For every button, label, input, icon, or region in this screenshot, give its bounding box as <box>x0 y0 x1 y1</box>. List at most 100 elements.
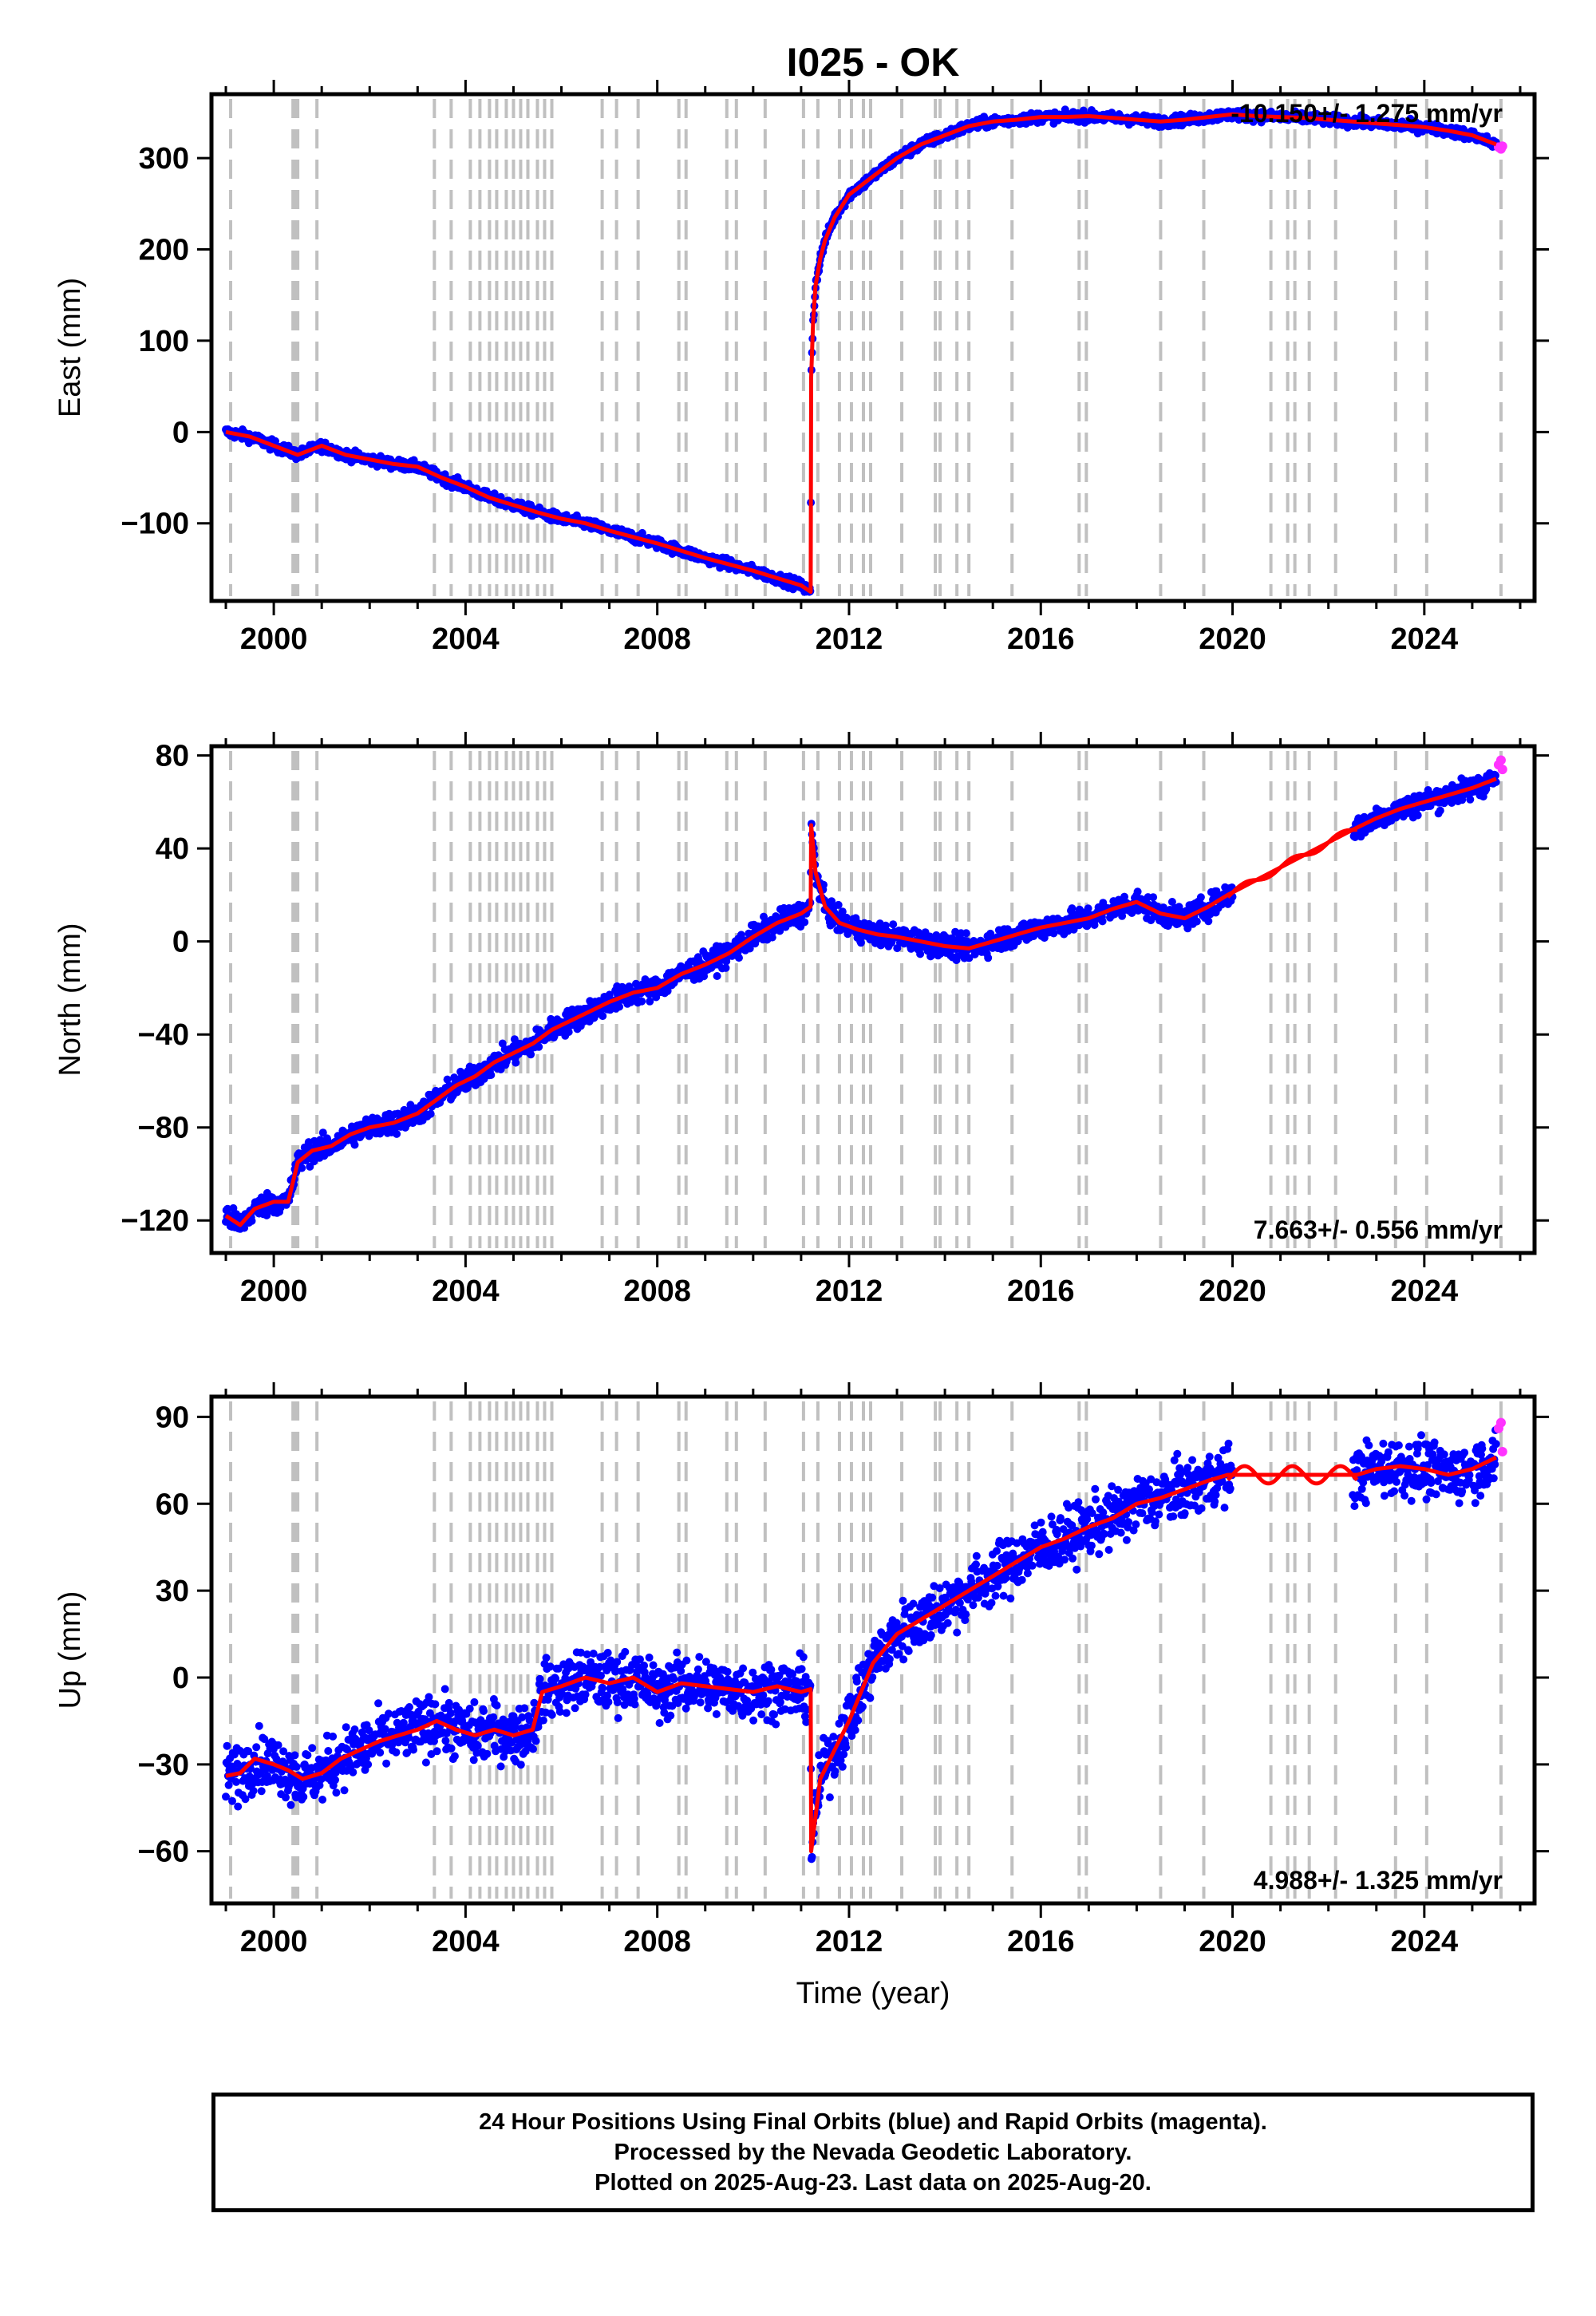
data-point <box>605 990 614 999</box>
data-point <box>598 1012 607 1021</box>
figure-title: I025 - OK <box>787 40 960 85</box>
data-point <box>1204 917 1213 926</box>
data-point <box>228 1796 236 1805</box>
y-tick-label: −80 <box>138 1112 189 1145</box>
data-point <box>932 931 941 939</box>
data-point <box>279 1747 288 1756</box>
x-tick-label: 2024 <box>1391 1275 1459 1308</box>
data-point <box>350 1140 359 1149</box>
data-point <box>290 1751 299 1760</box>
data-point <box>393 1129 401 1138</box>
data-point <box>388 1741 397 1749</box>
x-tick-label: 2008 <box>623 1275 691 1308</box>
model-fit-gap-line <box>1226 828 1357 899</box>
data-point <box>431 1700 440 1709</box>
data-point <box>364 1760 373 1769</box>
data-point <box>249 1786 258 1795</box>
data-point <box>303 1751 312 1760</box>
data-point <box>349 1768 358 1777</box>
data-point <box>230 1750 239 1759</box>
data-point <box>1068 904 1077 913</box>
data-point <box>1149 893 1158 902</box>
data-point <box>490 489 499 498</box>
data-point <box>638 997 646 1006</box>
data-point <box>426 1109 435 1118</box>
data-point <box>509 1041 518 1050</box>
data-point <box>343 1745 352 1754</box>
velocity-label: -10.150+/- 1.275 mm/yr <box>1231 99 1503 128</box>
y-tick-label: 0 <box>172 416 189 449</box>
data-point <box>465 1705 474 1713</box>
x-tick-label: 2000 <box>240 622 308 656</box>
data-point <box>889 920 898 929</box>
data-point <box>374 1699 383 1708</box>
data-point <box>512 1058 520 1067</box>
data-point <box>446 1709 455 1717</box>
y-tick-label: 200 <box>139 234 189 267</box>
y-tick-label: −100 <box>120 508 189 541</box>
data-point <box>447 1744 456 1753</box>
data-point <box>962 929 970 938</box>
equipment-change-lines <box>229 1401 1503 1899</box>
x-tick-label: 2012 <box>816 1275 883 1308</box>
data-point <box>444 1698 453 1707</box>
data-point <box>881 921 890 930</box>
x-tick-label: 2008 <box>623 622 691 656</box>
data-point <box>223 1741 231 1750</box>
data-point <box>768 933 776 942</box>
data-point <box>332 1788 341 1797</box>
y-tick-label: 40 <box>156 832 189 866</box>
x-tick-label: 2020 <box>1199 622 1266 656</box>
data-point <box>340 1786 349 1795</box>
data-point <box>535 1042 543 1051</box>
data-point <box>403 1749 412 1757</box>
data-point <box>856 939 865 947</box>
data-point <box>222 1792 230 1801</box>
data-point <box>1192 917 1201 926</box>
x-tick-label: 2004 <box>432 622 500 656</box>
data-point <box>234 1802 243 1811</box>
data-point <box>252 1743 261 1752</box>
equipment-change-lines <box>229 751 1503 1248</box>
data-point <box>257 1787 266 1796</box>
data-point <box>441 1737 450 1745</box>
data-point <box>232 1777 240 1786</box>
y-tick-label: 0 <box>172 926 189 959</box>
plot-frame <box>209 92 1537 603</box>
data-point <box>399 1718 408 1727</box>
data-point <box>713 972 721 980</box>
data-point <box>965 954 974 962</box>
data-point <box>342 1723 350 1732</box>
data-point <box>735 954 743 962</box>
data-point <box>274 1741 282 1749</box>
data-point <box>800 918 809 927</box>
data-point <box>916 950 925 958</box>
data-point <box>433 1747 441 1756</box>
data-point <box>315 1781 324 1789</box>
data-point <box>838 907 847 916</box>
data-point <box>298 1164 306 1172</box>
data-point <box>329 1732 338 1741</box>
data-point <box>721 963 730 972</box>
time-series-panels: 2000 2004 2008 2012 2016 2020 2024−10001002003… <box>53 80 1549 2010</box>
equipment-change-lines <box>229 99 1503 596</box>
data-point <box>984 954 993 962</box>
data-point <box>1413 811 1422 820</box>
x-tick-label: 2024 <box>1391 622 1459 656</box>
data-point <box>1466 795 1475 804</box>
data-point <box>440 1685 449 1694</box>
data-point <box>292 1762 301 1771</box>
data-point <box>1436 806 1444 815</box>
data-point <box>1084 904 1092 913</box>
data-point <box>282 1793 290 1802</box>
data-point <box>376 1749 385 1757</box>
data-point <box>470 1697 479 1706</box>
data-point <box>469 1756 478 1765</box>
data-point <box>473 1741 482 1750</box>
data-point <box>241 1795 250 1804</box>
data-point <box>324 1747 333 1755</box>
data-point <box>405 1733 413 1742</box>
data-point <box>405 1703 413 1711</box>
data-point <box>443 1075 452 1084</box>
data-point <box>244 1747 253 1756</box>
